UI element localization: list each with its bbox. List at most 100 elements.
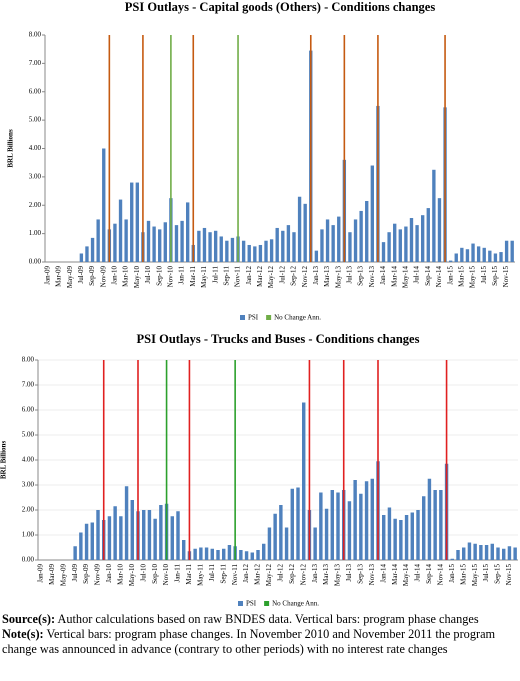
legend-swatch <box>238 601 243 606</box>
x-tick-label: Jan-14 <box>379 564 387 583</box>
x-tick-label: Jan-14 <box>379 266 387 285</box>
bar <box>365 200 369 262</box>
bar <box>330 490 334 560</box>
x-tick-label: Jan-12 <box>245 266 253 285</box>
y-tick-label: 2.00 <box>22 506 35 514</box>
x-tick-label: Mar-12 <box>256 266 264 287</box>
x-tick-label: Sep-09 <box>82 564 90 584</box>
x-tick-label: Mar-09 <box>48 564 56 585</box>
x-tick-label: Nov-12 <box>299 564 307 586</box>
bar <box>381 242 386 262</box>
bar <box>426 208 430 262</box>
bar <box>292 232 296 262</box>
bar <box>409 218 414 262</box>
legend-swatch <box>240 315 245 320</box>
bar <box>199 547 203 560</box>
bar <box>227 545 232 560</box>
bar <box>399 520 403 560</box>
x-tick-label: May-15 <box>469 266 477 289</box>
x-tick-label: Nov-10 <box>167 266 175 288</box>
y-tick-label: 4.00 <box>22 456 35 464</box>
bar <box>450 558 454 560</box>
bar <box>476 246 481 262</box>
x-tick-label: Mar-12 <box>254 564 262 585</box>
bar <box>353 219 358 262</box>
y-axis-label: BRL Billions <box>7 129 15 168</box>
x-tick-label: May-12 <box>267 266 275 289</box>
bar <box>416 510 420 560</box>
bar <box>163 222 167 262</box>
x-tick-label: May-09 <box>66 266 74 289</box>
x-tick-label: Nov-15 <box>502 266 510 288</box>
x-tick-label: Nov-09 <box>99 266 107 288</box>
bar <box>222 548 226 560</box>
x-tick-label: Jul-11 <box>208 564 216 582</box>
bar <box>213 230 218 262</box>
bar <box>325 219 330 262</box>
bar <box>320 229 324 262</box>
bar <box>180 220 184 262</box>
bar <box>158 229 162 262</box>
bar <box>204 547 209 560</box>
x-tick-label: Jul-15 <box>482 564 490 582</box>
legend-swatch <box>266 315 272 320</box>
bar <box>90 237 95 262</box>
bar <box>250 552 254 560</box>
bar <box>427 478 432 560</box>
bar <box>303 203 307 262</box>
x-tick-label: May-13 <box>334 266 342 289</box>
bar <box>331 225 335 262</box>
bar <box>337 216 341 262</box>
bar <box>507 546 512 560</box>
bar <box>432 169 436 262</box>
bar <box>502 548 506 560</box>
x-tick-label: Sep-10 <box>151 564 159 584</box>
bar <box>398 229 402 262</box>
x-tick-label: Sep-15 <box>494 564 502 584</box>
bar <box>119 516 123 560</box>
bar <box>197 230 201 262</box>
bar <box>90 522 94 560</box>
bar <box>496 547 500 560</box>
x-tick-label: Jul-11 <box>211 266 219 284</box>
bar <box>513 547 517 560</box>
y-tick-label: 6.00 <box>29 87 42 95</box>
x-tick-label: Jul-12 <box>278 266 286 284</box>
bar <box>219 236 223 262</box>
bar <box>404 515 409 560</box>
x-tick-label: Jan-11 <box>174 564 182 583</box>
x-tick-label: Jan-15 <box>448 564 456 583</box>
x-tick-label: Nov-11 <box>231 564 239 586</box>
bar <box>465 249 470 262</box>
chart-title: PSI Outlays - Trucks and Buses - Conditi… <box>137 332 420 346</box>
bar <box>244 551 249 560</box>
bar <box>439 490 443 560</box>
x-tick-label: Jul-13 <box>345 564 353 582</box>
x-tick-label: Mar-13 <box>322 564 330 585</box>
x-tick-label: May-11 <box>200 266 208 288</box>
y-tick-label: 8.00 <box>22 356 35 364</box>
x-tick-label: Jan-10 <box>105 564 113 583</box>
x-tick-label: Jan-13 <box>312 266 320 285</box>
y-tick-label: 3.00 <box>29 172 42 180</box>
bar <box>504 240 509 262</box>
bar <box>297 196 302 262</box>
bar <box>448 260 453 262</box>
bar <box>479 545 483 560</box>
x-tick-label: Jul-09 <box>71 564 79 582</box>
bar <box>284 527 289 560</box>
x-tick-label: Jan-10 <box>111 266 119 285</box>
x-tick-label: Jan-12 <box>242 564 250 583</box>
x-tick-label: Nov-13 <box>368 564 376 586</box>
bar <box>241 240 246 262</box>
bar <box>153 518 157 560</box>
y-tick-label: 4.00 <box>29 144 42 152</box>
bar <box>239 550 243 560</box>
bar <box>314 250 319 262</box>
chart-title: PSI Outlays - Capital goods (Others) - C… <box>125 0 436 14</box>
x-tick-label: Nov-12 <box>301 266 309 288</box>
bar <box>79 532 83 560</box>
source-label: Source(s): <box>2 612 56 626</box>
legend-label: No Change Ann. <box>274 314 321 322</box>
x-tick-label: Mar-09 <box>55 266 63 287</box>
